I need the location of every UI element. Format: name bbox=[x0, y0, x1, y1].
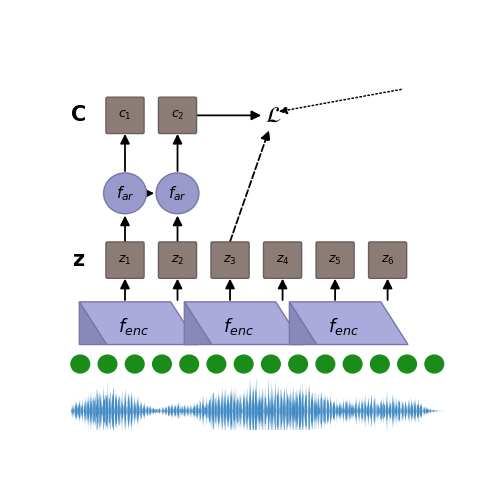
Text: $z_{5}$: $z_{5}$ bbox=[328, 254, 341, 267]
Text: $f_{enc}$: $f_{enc}$ bbox=[222, 316, 253, 337]
Circle shape bbox=[152, 355, 171, 373]
Circle shape bbox=[71, 355, 89, 373]
Polygon shape bbox=[184, 302, 211, 345]
Circle shape bbox=[207, 355, 225, 373]
Circle shape bbox=[343, 355, 361, 373]
Polygon shape bbox=[289, 302, 407, 345]
Circle shape bbox=[370, 355, 388, 373]
FancyBboxPatch shape bbox=[158, 97, 196, 134]
FancyBboxPatch shape bbox=[263, 242, 301, 278]
Text: $f_{enc}$: $f_{enc}$ bbox=[327, 316, 358, 337]
Circle shape bbox=[103, 173, 146, 214]
Text: $\mathbf{z}$: $\mathbf{z}$ bbox=[72, 250, 85, 270]
Circle shape bbox=[125, 355, 144, 373]
FancyBboxPatch shape bbox=[106, 242, 144, 278]
Text: $f_{ar}$: $f_{ar}$ bbox=[168, 184, 186, 202]
Text: $z_{4}$: $z_{4}$ bbox=[275, 254, 289, 267]
Circle shape bbox=[234, 355, 253, 373]
FancyBboxPatch shape bbox=[158, 242, 196, 278]
Text: $\mathcal{L}$: $\mathcal{L}$ bbox=[264, 105, 281, 126]
Text: $f_{enc}$: $f_{enc}$ bbox=[118, 316, 148, 337]
Text: $z_{2}$: $z_{2}$ bbox=[170, 254, 184, 267]
FancyBboxPatch shape bbox=[106, 97, 144, 134]
Circle shape bbox=[261, 355, 280, 373]
Text: $z_{3}$: $z_{3}$ bbox=[223, 254, 236, 267]
FancyBboxPatch shape bbox=[316, 242, 353, 278]
Polygon shape bbox=[79, 302, 106, 345]
Text: $c_{1}$: $c_{1}$ bbox=[118, 109, 132, 122]
Circle shape bbox=[179, 355, 198, 373]
Circle shape bbox=[288, 355, 307, 373]
Polygon shape bbox=[184, 302, 303, 345]
FancyBboxPatch shape bbox=[210, 242, 248, 278]
FancyBboxPatch shape bbox=[368, 242, 406, 278]
Circle shape bbox=[397, 355, 415, 373]
Polygon shape bbox=[289, 302, 316, 345]
Text: $\mathbf{C}$: $\mathbf{C}$ bbox=[70, 106, 86, 125]
Circle shape bbox=[98, 355, 117, 373]
Text: $c_{2}$: $c_{2}$ bbox=[170, 109, 184, 122]
Text: $z_{6}$: $z_{6}$ bbox=[380, 254, 394, 267]
Text: $z_{1}$: $z_{1}$ bbox=[118, 254, 131, 267]
Circle shape bbox=[424, 355, 443, 373]
Text: $f_{ar}$: $f_{ar}$ bbox=[115, 184, 134, 202]
Circle shape bbox=[316, 355, 334, 373]
Polygon shape bbox=[79, 302, 197, 345]
Circle shape bbox=[156, 173, 198, 214]
